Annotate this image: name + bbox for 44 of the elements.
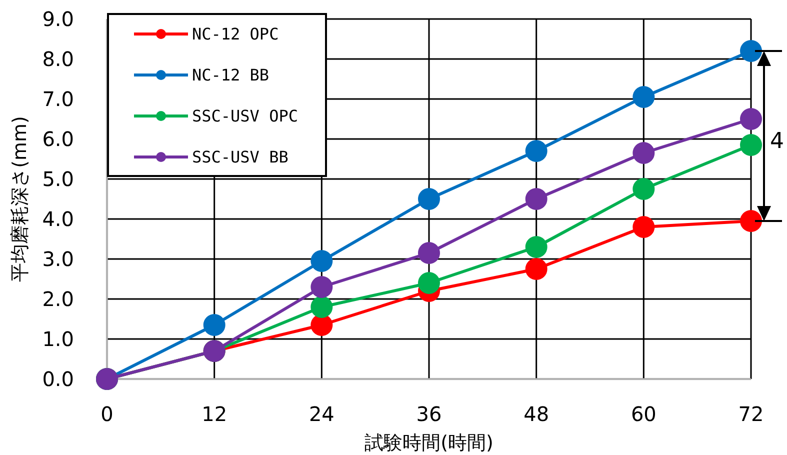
x-tick-label: 12 <box>202 402 228 426</box>
legend-label: SSC-USV OPC <box>192 106 298 126</box>
point <box>525 258 548 280</box>
point <box>525 188 548 210</box>
y-tick-label: 2.0 <box>42 287 74 311</box>
legend-label: NC-12 OPC <box>192 24 279 44</box>
x-tick-label: 36 <box>416 402 442 426</box>
x-tick-label: 72 <box>738 402 764 426</box>
point <box>310 250 333 272</box>
x-tick-label: 60 <box>630 402 656 426</box>
point <box>632 178 655 200</box>
legend-label: NC-12 BB <box>192 66 270 85</box>
point <box>310 276 333 298</box>
point <box>632 216 655 238</box>
point <box>740 134 762 156</box>
y-tick-label: 6.0 <box>42 127 74 151</box>
x-axis-title: 試験時間(時間) <box>364 432 494 454</box>
point <box>310 296 333 318</box>
y-tick-label: 9.0 <box>42 7 74 31</box>
point <box>632 86 655 108</box>
y-tick-label: 4.0 <box>42 207 74 231</box>
point <box>740 210 762 232</box>
point <box>203 314 226 336</box>
point <box>418 272 440 294</box>
y-tick-label: 1.0 <box>42 327 74 351</box>
y-tick-label: 8.0 <box>42 47 74 71</box>
y-tick-label: 5.0 <box>42 167 74 191</box>
point <box>310 314 333 336</box>
x-tick-label: 48 <box>524 402 550 426</box>
point <box>740 40 762 62</box>
legend-label: SSC-USV BB <box>192 148 288 167</box>
point <box>740 108 762 130</box>
point <box>525 236 548 258</box>
x-tick-label: 0 <box>100 402 114 426</box>
y-tick-label: 7.0 <box>42 87 74 111</box>
point <box>418 242 440 264</box>
text: 4 <box>770 129 784 154</box>
y-axis-title: 平均磨耗深さ(mm) <box>9 116 31 282</box>
point <box>525 140 548 162</box>
point <box>632 142 655 164</box>
point <box>418 188 440 210</box>
x-tick-label: 24 <box>308 402 334 426</box>
y-tick-label: 0.0 <box>42 367 74 391</box>
y-tick-label: 3.0 <box>42 247 74 271</box>
